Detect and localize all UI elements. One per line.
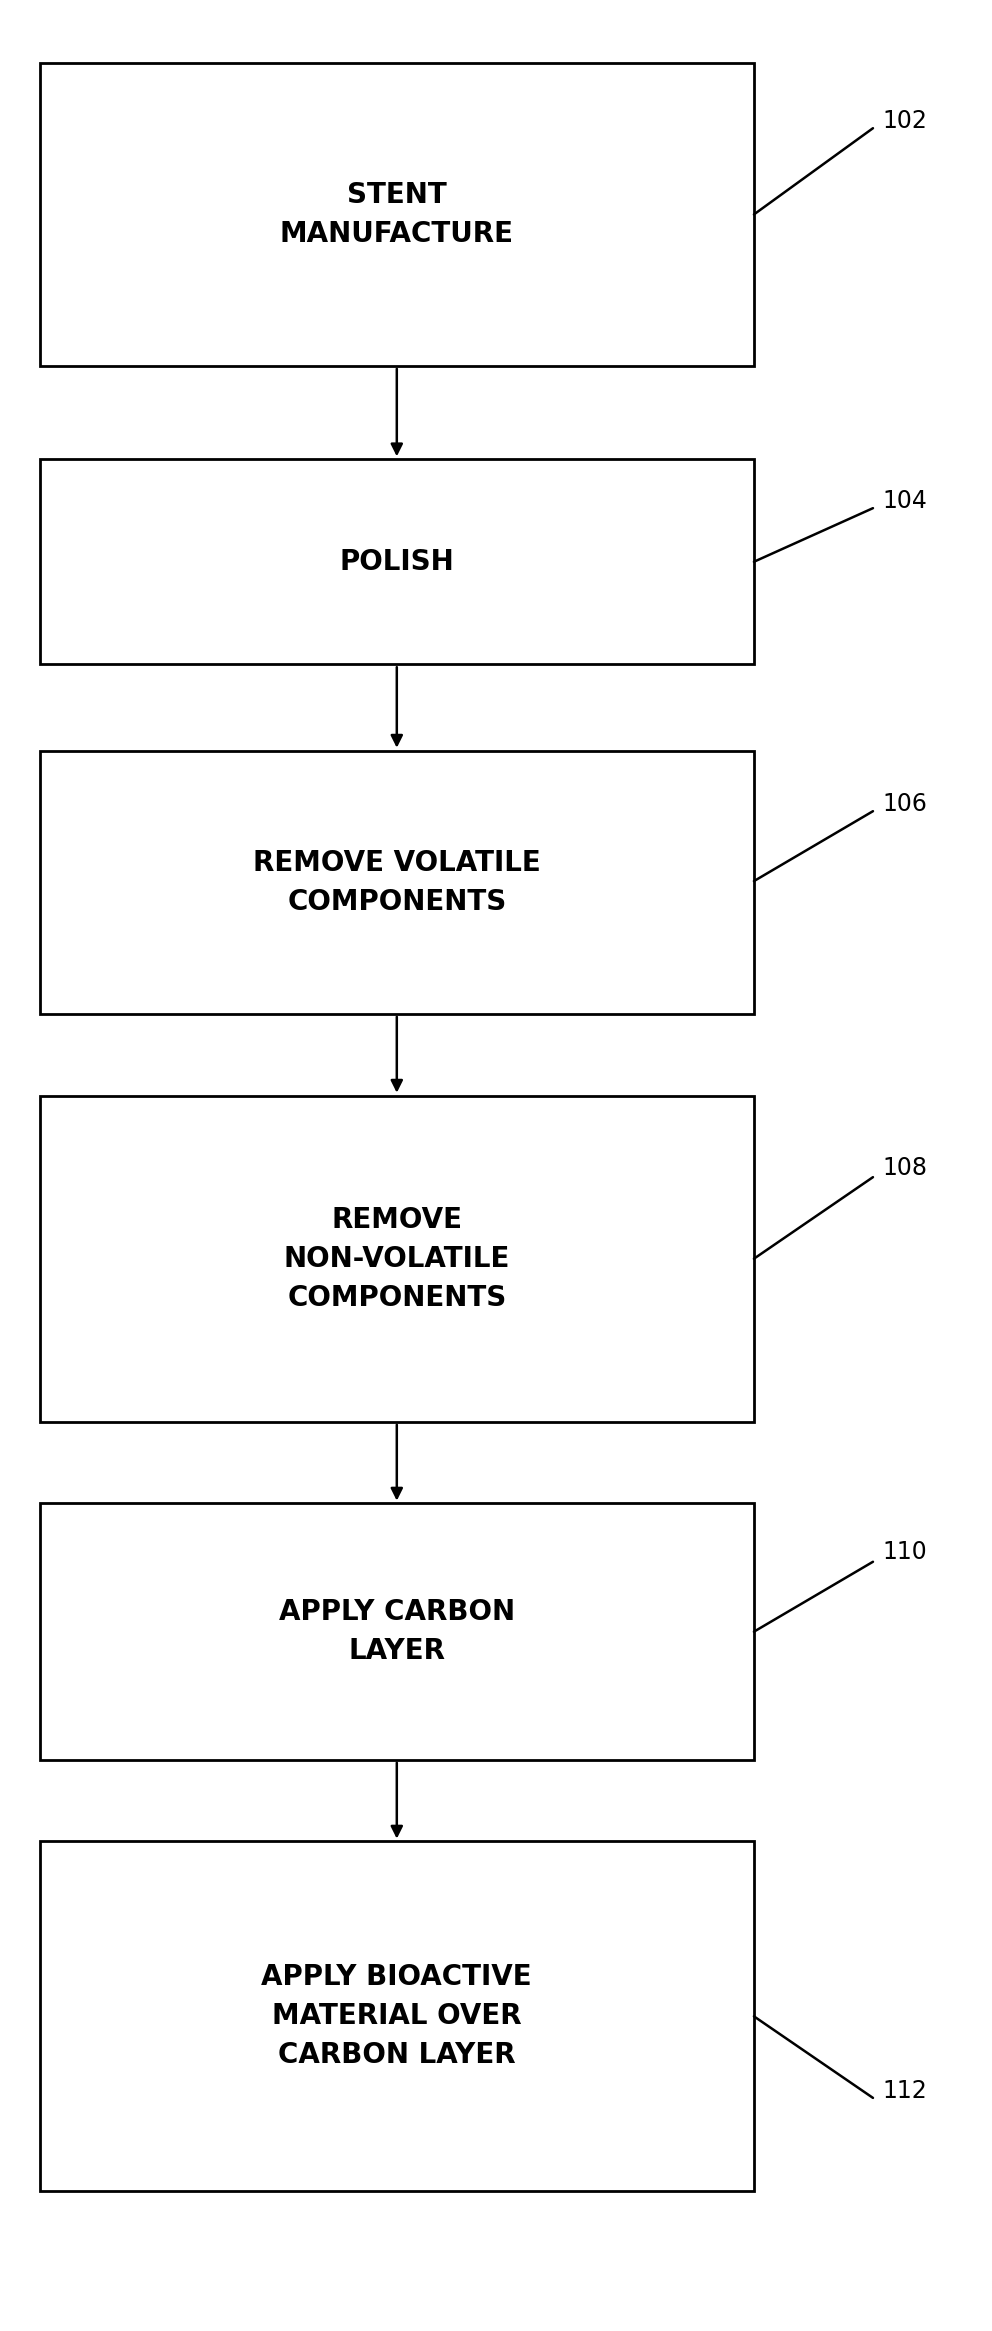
Bar bbox=[40, 1503, 754, 1760]
Text: 102: 102 bbox=[883, 110, 928, 133]
Text: 112: 112 bbox=[883, 2079, 928, 2103]
Text: POLISH: POLISH bbox=[339, 548, 454, 576]
Bar bbox=[40, 1841, 754, 2191]
Bar bbox=[40, 751, 754, 1014]
Text: 110: 110 bbox=[883, 1541, 928, 1564]
Text: 108: 108 bbox=[883, 1156, 928, 1179]
Text: APPLY BIOACTIVE
MATERIAL OVER
CARBON LAYER: APPLY BIOACTIVE MATERIAL OVER CARBON LAY… bbox=[262, 1963, 532, 2070]
Bar bbox=[40, 63, 754, 366]
Text: APPLY CARBON
LAYER: APPLY CARBON LAYER bbox=[279, 1599, 515, 1664]
Text: 104: 104 bbox=[883, 490, 928, 513]
Bar bbox=[40, 1096, 754, 1422]
Text: REMOVE
NON-VOLATILE
COMPONENTS: REMOVE NON-VOLATILE COMPONENTS bbox=[284, 1205, 510, 1312]
Text: REMOVE VOLATILE
COMPONENTS: REMOVE VOLATILE COMPONENTS bbox=[253, 848, 541, 916]
Text: 106: 106 bbox=[883, 793, 928, 816]
Text: STENT
MANUFACTURE: STENT MANUFACTURE bbox=[280, 182, 514, 247]
Bar bbox=[40, 459, 754, 664]
